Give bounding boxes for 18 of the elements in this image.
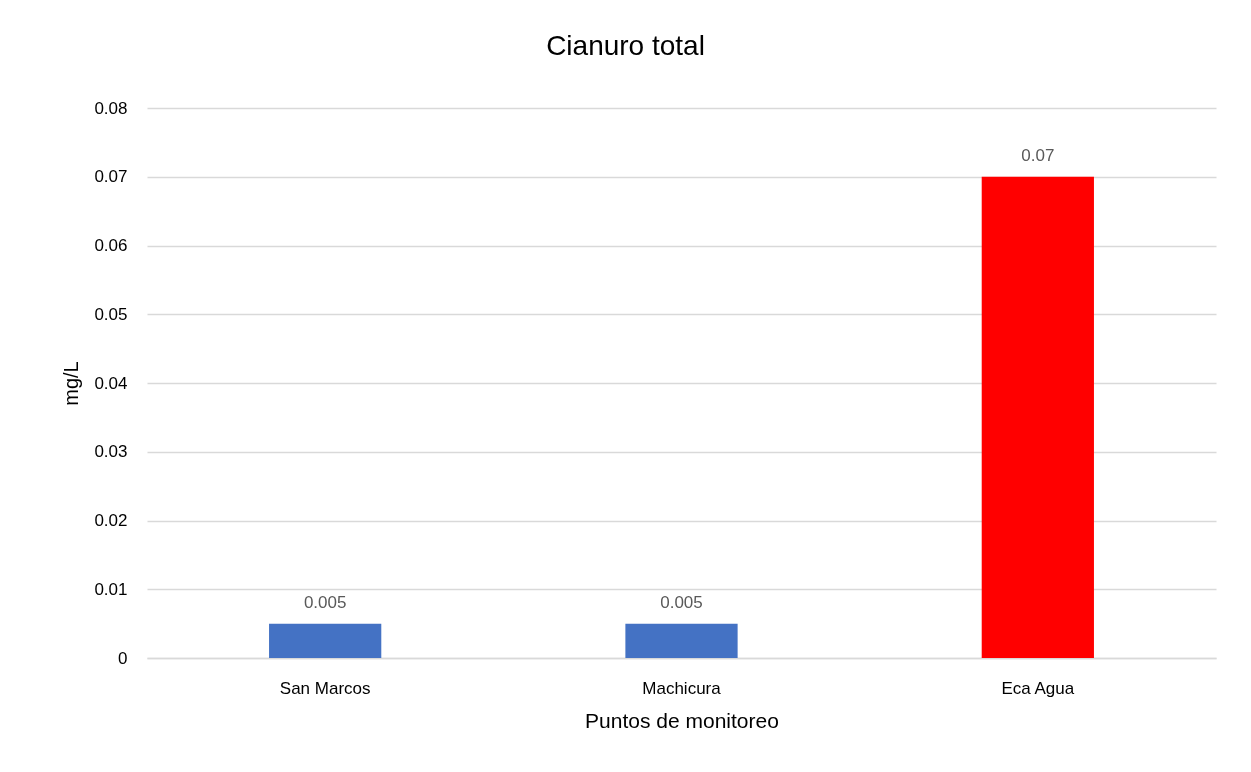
data-label: 0.07 xyxy=(1021,145,1055,165)
y-tick-label: 0.04 xyxy=(94,373,128,393)
x-tick-label: San Marcos xyxy=(279,678,371,698)
y-tick-label: 0.07 xyxy=(94,167,128,187)
chart-title: Cianuro total xyxy=(546,30,705,61)
y-tick-label: 0.01 xyxy=(94,579,128,599)
data-label: 0.005 xyxy=(660,592,703,612)
y-tick-label: 0 xyxy=(118,648,128,668)
x-tick-label: Eca Agua xyxy=(1001,678,1075,698)
y-tick-label: 0.03 xyxy=(94,442,128,462)
y-tick-label: 0.06 xyxy=(94,236,128,255)
y-axis-title: mg/L xyxy=(60,361,83,406)
y-tick-label: 0.05 xyxy=(94,304,128,324)
x-tick-label: Machicura xyxy=(642,678,722,698)
data-label: 0.005 xyxy=(303,592,347,612)
y-tick-label: 0.08 xyxy=(94,98,128,118)
y-tick-label: 0.02 xyxy=(94,511,128,530)
x-axis-title: Puntos de monitoreo xyxy=(585,708,779,732)
